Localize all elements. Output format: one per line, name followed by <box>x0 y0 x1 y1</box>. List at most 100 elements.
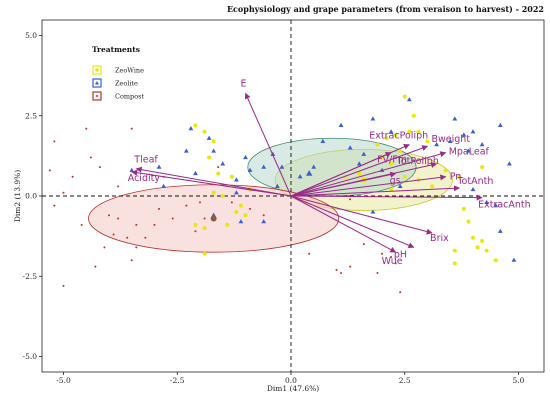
point-zeolite <box>484 199 490 205</box>
point-zeowine <box>220 194 225 198</box>
point-compost <box>135 246 138 249</box>
vector-tleaf <box>135 166 292 197</box>
point-zeowine <box>443 168 448 173</box>
point-zeolite <box>470 186 476 192</box>
point-compost <box>62 284 65 287</box>
point-zeolite <box>247 167 253 172</box>
legend-label-zeolite: Zeolite <box>115 80 138 88</box>
point-compost <box>126 236 129 239</box>
point-compost <box>349 265 352 268</box>
point-zeolite <box>193 170 198 176</box>
x-tick-label: 2.5 <box>399 376 411 385</box>
point-compost <box>158 207 161 210</box>
vector-bweight <box>290 145 429 197</box>
point-zeowine <box>407 129 412 134</box>
point-zeolite <box>497 228 503 233</box>
point-zeolite <box>238 219 244 224</box>
y-axis-title: Dim2 (13.9%) <box>13 170 22 222</box>
point-zeolite <box>479 142 485 147</box>
point-compost <box>199 201 201 204</box>
point-zeolite <box>447 138 453 144</box>
point-compost <box>85 127 88 130</box>
point-zeolite <box>311 164 317 169</box>
point-compost <box>117 185 120 188</box>
chart-title: Ecophysiology and grape parameters (from… <box>227 4 544 14</box>
axis-ticks: -5.0 -2.5 0.0 2.5 5.0 -5.0 -2.5 0.0 2.5 5.0 <box>23 31 525 385</box>
point-zeowine <box>384 136 389 141</box>
vector-totanth <box>290 185 460 197</box>
point-zeowine <box>216 171 221 176</box>
point-zeowine <box>430 184 435 189</box>
point-compost <box>103 246 106 249</box>
vector-label-mpaleaf: MpaLeaf <box>449 147 490 158</box>
vector-label-ph: pH <box>394 249 407 260</box>
legend: Treatments ZeoWine Zeolite Compost <box>92 45 144 101</box>
point-zeolite <box>211 148 217 153</box>
legend-marker-compost <box>96 95 98 97</box>
point-zeolite <box>234 177 239 182</box>
point-zeowine <box>211 139 216 144</box>
vector-mpaleaf <box>290 151 447 197</box>
point-zeowine <box>411 113 416 118</box>
vector-brix <box>290 195 433 235</box>
point-zeowine <box>480 238 485 243</box>
point-zeolite <box>279 164 285 169</box>
point-zeowine <box>238 203 243 208</box>
point-compost <box>362 243 365 246</box>
point-zeolite <box>261 164 267 169</box>
point-zeolite <box>206 135 212 140</box>
point-zeolite <box>161 183 166 188</box>
point-zeolite <box>397 183 403 188</box>
point-zeowine <box>402 94 407 99</box>
point-compost <box>230 201 233 204</box>
point-zeolite <box>129 167 135 172</box>
point-compost <box>108 214 110 217</box>
y-tick-label: 0.0 <box>25 192 37 201</box>
point-compost <box>117 217 120 220</box>
point-compost <box>62 191 65 194</box>
vector-label-tleaf: Tleaf <box>133 155 158 166</box>
point-compost <box>53 140 56 143</box>
point-zeolite <box>320 138 326 144</box>
point-zeolite <box>338 122 344 127</box>
vector-label-pn: Pn <box>450 172 462 183</box>
point-zeolite <box>497 122 503 127</box>
point-zeolite <box>406 97 412 102</box>
point-compost <box>53 204 56 207</box>
point-zeowine <box>225 222 230 227</box>
point-compost <box>335 268 338 271</box>
point-zeolite <box>297 174 303 179</box>
point-zeowine <box>425 139 430 144</box>
x-axis-title: Dim1 (47.6%) <box>267 384 319 393</box>
vector-acidity <box>131 169 292 197</box>
point-compost <box>171 217 174 220</box>
vector-label-wue: Wue <box>382 256 403 267</box>
point-zeowine <box>202 129 207 134</box>
point-zeolite <box>274 183 280 188</box>
vector-label-acidity: Acidity <box>128 173 161 184</box>
y-tick-label: 5.0 <box>25 31 37 40</box>
point-compost <box>89 156 92 159</box>
point-zeolite <box>461 132 467 137</box>
point-compost <box>262 214 265 217</box>
point-compost <box>308 252 311 255</box>
variable-vectors: E ExtracPoliph Bweight FV/Fm MpaLeaf TotPolip… <box>128 78 531 267</box>
vector-wue <box>290 195 397 253</box>
point-zeowine <box>389 187 394 192</box>
point-zeowine <box>461 206 466 211</box>
legend-marker-zeolite <box>95 81 99 85</box>
vector-gs <box>290 171 397 197</box>
vector-ph <box>290 195 415 249</box>
point-compost <box>112 233 115 236</box>
point-compost <box>135 223 138 226</box>
point-zeolite <box>156 164 162 169</box>
point-zeolite <box>183 148 189 153</box>
point-compost <box>98 166 101 169</box>
point-zeowine <box>471 235 475 240</box>
vector-label-bweight: Bweight <box>432 134 471 145</box>
point-zeolite <box>466 148 471 153</box>
point-zeowine <box>452 261 457 266</box>
point-zeowine <box>457 174 462 179</box>
point-zeowine <box>475 245 480 250</box>
